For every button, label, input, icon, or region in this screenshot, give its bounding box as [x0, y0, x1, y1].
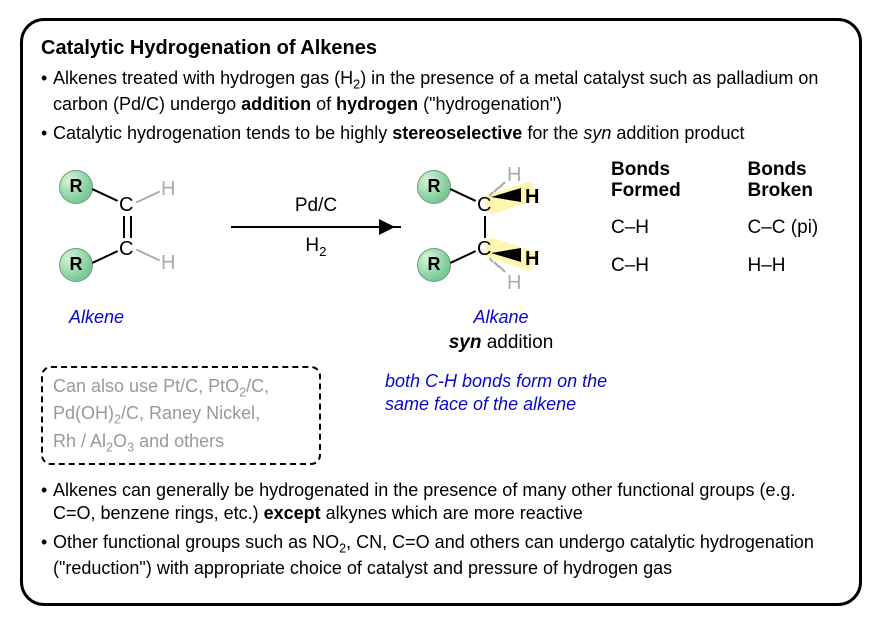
text: for the: [522, 123, 583, 143]
bonds-formed-hdr: Bonds Formed: [611, 160, 708, 202]
text: /C, Raney Nickel,: [121, 403, 260, 423]
bold-text: except: [264, 503, 321, 523]
text: Alkenes treated with hydrogen gas (H: [53, 68, 353, 88]
bond-row: C–H: [611, 216, 708, 241]
bullet-4-text: Other functional groups such as NO2, CN,…: [53, 531, 841, 580]
text: O: [113, 431, 127, 451]
text: ("hydrogenation"): [418, 94, 562, 114]
hydrogen-grey: H: [161, 176, 175, 202]
r-group: R: [417, 248, 451, 282]
double-bond: [130, 216, 132, 238]
info-card: Catalytic Hydrogenation of Alkenes Alken…: [20, 18, 862, 606]
bullet-1: Alkenes treated with hydrogen gas (H2) i…: [41, 67, 841, 116]
text: Can also use Pt/C, PtO: [53, 376, 239, 396]
r-group: R: [59, 248, 93, 282]
r-label: R: [428, 253, 441, 276]
hydrogen-bold: H: [525, 184, 539, 210]
double-bond: [123, 216, 125, 238]
text: Bonds Formed: [611, 159, 681, 201]
text: alkynes which are more reactive: [321, 503, 583, 523]
syn-addition-label: syn addition: [411, 331, 591, 356]
bond-grey: [136, 248, 160, 261]
bullet-dot: [41, 122, 53, 145]
bonds-formed-col: Bonds Formed C–H C–H: [611, 160, 708, 293]
reaction-arrow: [231, 226, 401, 228]
card-title: Catalytic Hydrogenation of Alkenes: [41, 35, 841, 61]
text: addition product: [611, 123, 744, 143]
bullet-3-text: Alkenes can generally be hydrogenated in…: [53, 479, 841, 526]
hydrogen-grey: H: [161, 250, 175, 276]
text: Other functional groups such as NO: [53, 532, 339, 552]
bond: [92, 188, 118, 202]
bonds-table: Bonds Formed C–H C–H Bonds Broken C–C (p…: [591, 154, 841, 293]
bonds-broken-col: Bonds Broken C–C (pi) H–H: [748, 160, 841, 293]
alt-catalysts-box: Can also use Pt/C, PtO2/C, Pd(OH)2/C, Ra…: [41, 366, 321, 465]
hash-bond: [489, 178, 511, 198]
arrow-bottom-label: H2: [221, 234, 411, 260]
r-group: R: [417, 170, 451, 204]
hash-bond: [489, 256, 511, 276]
alkene-label-block: Alkene: [41, 306, 221, 329]
bullet-4: Other functional groups such as NO2, CN,…: [41, 531, 841, 580]
text: H: [305, 235, 319, 256]
lower-bullets: Alkenes can generally be hydrogenated in…: [41, 479, 841, 581]
scheme-labels-row: Alkene Alkane syn addition: [41, 306, 841, 356]
bond: [92, 250, 118, 264]
italic-text: syn: [583, 123, 611, 143]
text: /C,: [246, 376, 269, 396]
r-label: R: [428, 175, 441, 198]
bond: [450, 250, 476, 264]
carbon-atom: C: [119, 236, 133, 262]
bond-row: C–C (pi): [748, 216, 841, 241]
carbon-atom: C: [119, 192, 133, 218]
text: Pd(OH): [53, 403, 114, 423]
bold-text: addition: [241, 94, 311, 114]
r-label: R: [70, 253, 83, 276]
subscript: 2: [106, 441, 113, 455]
bullet-dot: [41, 531, 53, 580]
text: Rh / Al: [53, 431, 106, 451]
bullet-2-text: Catalytic hydrogenation tends to be high…: [53, 122, 841, 145]
alkene-structure: R R C C H H: [41, 154, 221, 304]
alkane-label: Alkane: [411, 306, 591, 329]
text: of: [311, 94, 336, 114]
bonds-broken-hdr: Bonds Broken: [748, 160, 841, 202]
bold-text: hydrogen: [336, 94, 418, 114]
alkene-label: Alkene: [69, 306, 221, 329]
r-group: R: [59, 170, 93, 204]
text: addition: [481, 332, 553, 353]
bullet-dot: [41, 67, 53, 116]
bullet-3: Alkenes can generally be hydrogenated in…: [41, 479, 841, 526]
bottom-row: Can also use Pt/C, PtO2/C, Pd(OH)2/C, Ra…: [41, 360, 841, 465]
alkane-structure: R R C C H H H H: [411, 154, 591, 304]
syn-word: syn: [449, 332, 482, 353]
r-label: R: [70, 175, 83, 198]
subscript: 2: [319, 244, 326, 259]
bold-text: stereoselective: [392, 123, 522, 143]
text: and others: [134, 431, 224, 451]
hydrogen-bold: H: [525, 246, 539, 272]
subscript: 2: [114, 413, 121, 427]
bullet-dot: [41, 479, 53, 526]
alkane-label-block: Alkane syn addition: [411, 306, 591, 356]
bond: [450, 188, 476, 202]
text: Catalytic hydrogenation tends to be high…: [53, 123, 392, 143]
bullet-1-text: Alkenes treated with hydrogen gas (H2) i…: [53, 67, 841, 116]
bond-grey: [136, 190, 160, 203]
text: Bonds Broken: [748, 159, 813, 201]
reaction-arrow-block: Pd/C H2: [221, 154, 411, 261]
bullet-2: Catalytic hydrogenation tends to be high…: [41, 122, 841, 145]
single-bond: [484, 216, 486, 238]
bond-row: H–H: [748, 254, 841, 279]
syn-note: both C-H bonds form on the same face of …: [381, 370, 611, 417]
reaction-scheme: R R C C H H Pd/C H2 R R C: [41, 154, 841, 304]
arrow-top-label: Pd/C: [221, 194, 411, 219]
bond-row: C–H: [611, 254, 708, 279]
